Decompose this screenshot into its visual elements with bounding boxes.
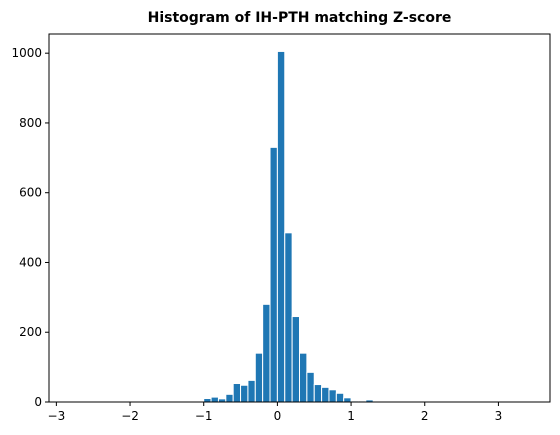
x-tick-label: 0 bbox=[274, 409, 282, 423]
y-tick-label: 800 bbox=[19, 116, 42, 130]
y-tick-label: 600 bbox=[19, 186, 42, 200]
bars-group bbox=[203, 50, 374, 403]
histogram-bar bbox=[254, 352, 264, 403]
histogram-bar bbox=[210, 396, 219, 403]
histogram-bar bbox=[247, 379, 256, 403]
x-tick-label: 1 bbox=[347, 409, 355, 423]
histogram-bar bbox=[284, 232, 293, 403]
histogram-bar bbox=[203, 398, 212, 403]
x-tick-label: −3 bbox=[48, 409, 66, 423]
y-tick-label: 1000 bbox=[11, 46, 42, 60]
y-tick-label: 400 bbox=[19, 255, 42, 269]
histogram-bar bbox=[269, 146, 278, 403]
y-axis-ticks: 0 200 400 600 800 1000 bbox=[11, 46, 49, 409]
histogram-bar bbox=[240, 384, 249, 403]
histogram-bar bbox=[335, 392, 345, 403]
y-tick-label: 200 bbox=[19, 325, 42, 339]
y-tick-label: 0 bbox=[34, 395, 42, 409]
x-tick-label: 3 bbox=[495, 409, 503, 423]
x-axis-ticks: −3 −2 −1 0 1 2 3 bbox=[48, 402, 503, 423]
plot-frame bbox=[48, 33, 551, 403]
histogram-bar bbox=[276, 50, 286, 403]
histogram-bar bbox=[321, 386, 330, 403]
histogram-bar bbox=[313, 384, 323, 403]
histogram-bar bbox=[299, 352, 308, 403]
histogram-bar bbox=[343, 397, 352, 403]
histogram-bar bbox=[328, 389, 337, 403]
histogram-bar bbox=[225, 393, 234, 403]
x-tick-label: 2 bbox=[421, 409, 429, 423]
histogram-bar bbox=[262, 303, 271, 403]
histogram-bar bbox=[232, 383, 242, 403]
chart-title: Histogram of IH-PTH matching Z-score bbox=[148, 10, 452, 26]
histogram-bar bbox=[306, 371, 315, 403]
x-tick-label: −1 bbox=[195, 409, 213, 423]
histogram-bar bbox=[291, 316, 301, 403]
x-tick-label: −2 bbox=[121, 409, 139, 423]
